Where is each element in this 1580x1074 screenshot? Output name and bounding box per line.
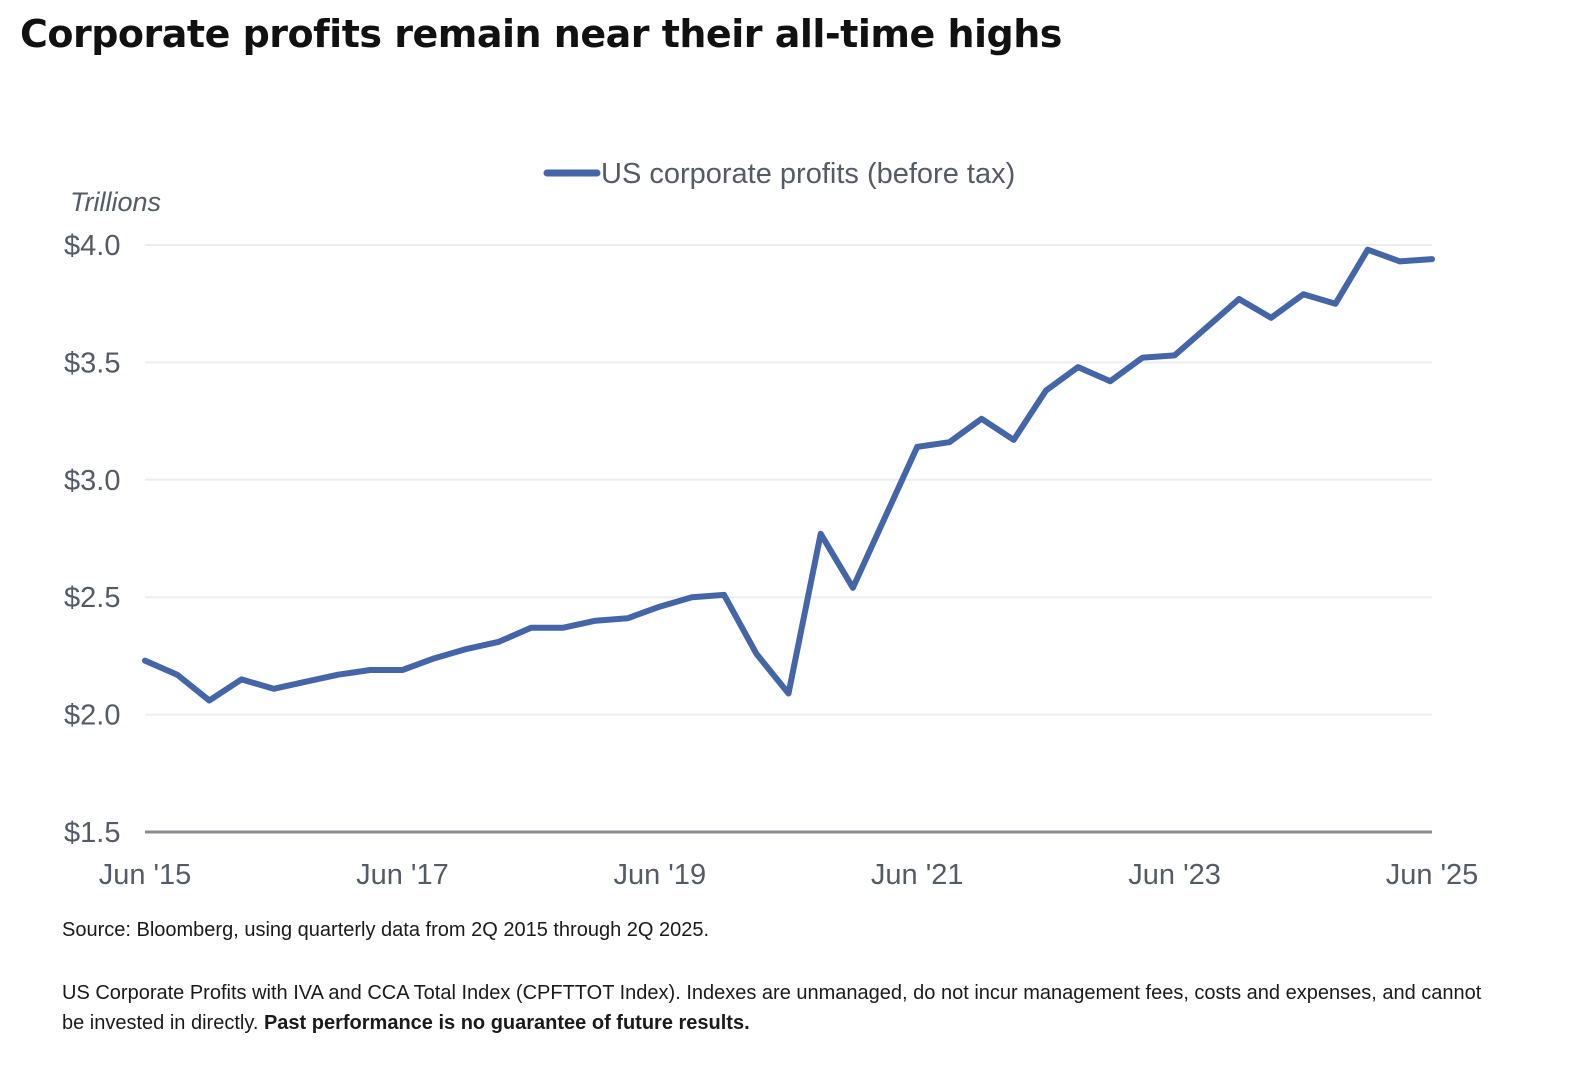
disclaimer-bold: Past performance is no guarantee of futu… <box>263 1012 750 1034</box>
y-axis-ticks: $4.0 $3.5 $3.0 $2.5 $2.0 $1.5 <box>64 230 120 849</box>
x-tick-label: Jun '23 <box>1128 859 1221 891</box>
x-axis-ticks: Jun '15 Jun '17 Jun '19 Jun '21 Jun '23 Jun '… <box>99 859 1479 891</box>
y-tick-label: $2.5 <box>64 582 120 614</box>
disclaimer-text: US Corporate Profits with IVA and CCA To… <box>62 982 1482 1034</box>
x-tick-label: Jun '21 <box>871 859 964 891</box>
chart: US corporate profits (before tax) Trilli… <box>64 158 1479 891</box>
y-tick-label: $3.5 <box>64 347 120 379</box>
series-line <box>142 246 1435 704</box>
x-tick-label: Jun '19 <box>613 859 706 891</box>
x-tick-label: Jun '25 <box>1386 859 1479 891</box>
page-title: Corporate profits remain near their all-… <box>20 12 1062 56</box>
source-note: Source: Bloomberg, using quarterly data … <box>62 919 710 941</box>
gridlines <box>145 244 1432 834</box>
y-axis-unit-label: Trillions <box>70 187 161 217</box>
legend: US corporate profits (before tax) <box>543 158 1015 190</box>
x-tick-label: Jun '15 <box>99 859 192 891</box>
y-tick-label: $4.0 <box>64 230 120 262</box>
y-tick-label: $3.0 <box>64 465 120 497</box>
y-tick-label: $2.0 <box>64 700 120 732</box>
legend-label: US corporate profits (before tax) <box>601 158 1015 190</box>
disclaimer-note: US Corporate Profits with IVA and CCA To… <box>62 978 1482 1038</box>
series-layer <box>142 246 1435 704</box>
x-tick-label: Jun '17 <box>356 859 449 891</box>
y-tick-label: $1.5 <box>64 817 120 849</box>
